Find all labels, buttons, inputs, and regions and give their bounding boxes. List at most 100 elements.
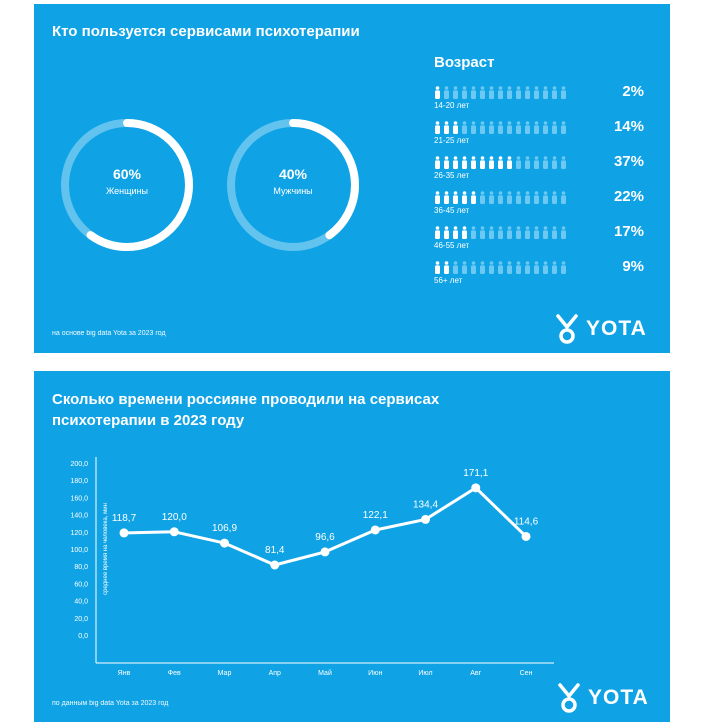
person-icon (516, 191, 521, 204)
person-icon (507, 226, 512, 239)
person-icon (489, 121, 494, 134)
women-percent: 60% (112, 166, 142, 182)
yota-logo-icon (558, 683, 580, 713)
person-icon (453, 191, 458, 204)
person-icon (453, 156, 458, 169)
x-tick-label: Сен (520, 670, 533, 677)
person-icon (462, 121, 467, 134)
age-range: 26-35 лет (434, 171, 470, 180)
panel-title: Кто пользуется сервисами психотерапии (52, 23, 360, 40)
data-point (220, 538, 229, 548)
time-panel: Сколько времени россияне проводили на се… (34, 371, 670, 722)
yota-logo: YOTA (558, 683, 649, 713)
x-tick-label: Апр (269, 670, 281, 677)
age-range: 36-45 лет (434, 206, 470, 215)
data-label: 81,4 (265, 545, 285, 556)
data-label: 96,6 (315, 532, 335, 543)
person-icon (471, 191, 476, 204)
person-icon (480, 156, 485, 169)
x-tick-label: Май (318, 669, 332, 677)
yota-logo: YOTA (556, 314, 647, 344)
x-tick-label: Фев (168, 670, 181, 677)
person-icon (507, 121, 512, 134)
person-icon (444, 261, 449, 274)
data-label: 171,1 (463, 468, 488, 479)
age-percent: 37% (613, 153, 644, 170)
person-icon (498, 261, 503, 274)
person-icon (552, 86, 557, 99)
footnote: на основе big data Yota за 2023 год (52, 330, 166, 337)
person-icon (543, 191, 548, 204)
person-icon (561, 226, 566, 239)
person-icon (480, 261, 485, 274)
person-icon (453, 86, 458, 99)
y-tick-label: 60,0 (74, 581, 88, 588)
age-row: 56+ лет 9% (434, 258, 644, 291)
person-icon (435, 226, 440, 239)
person-icon (534, 226, 539, 239)
person-icon (552, 261, 557, 274)
age-people-icons (434, 226, 567, 239)
data-point (270, 560, 280, 570)
age-percent: 9% (622, 258, 644, 275)
x-tick-label: Янв (118, 670, 131, 677)
person-icon (525, 121, 530, 134)
person-icon (507, 261, 512, 274)
age-people-icons (434, 86, 567, 99)
women-label: Женщины (105, 186, 149, 196)
person-icon (552, 191, 557, 204)
person-icon (444, 86, 449, 99)
chart-title-line2: психотерапии в 2023 году (52, 412, 245, 429)
person-icon (561, 191, 566, 204)
person-icon (453, 261, 458, 274)
data-point (320, 547, 330, 557)
person-icon (462, 86, 467, 99)
person-icon (543, 226, 548, 239)
person-icon (534, 86, 539, 99)
logo-text: YOTA (586, 317, 647, 340)
data-point (421, 514, 430, 524)
person-icon (435, 261, 440, 274)
data-label: 134,4 (413, 499, 438, 510)
person-icon (552, 156, 557, 169)
person-icon (525, 226, 530, 239)
age-range: 56+ лет (434, 276, 463, 285)
person-icon (507, 86, 512, 99)
person-icon (507, 156, 512, 169)
age-people-icons (434, 191, 567, 204)
women-donut: 60% Женщины (58, 116, 196, 254)
person-icon (462, 226, 467, 239)
age-percent: 17% (613, 223, 644, 240)
y-tick-label: 120,0 (70, 530, 88, 537)
age-row: 21-25 лет 14% (434, 118, 644, 151)
person-icon (444, 226, 449, 239)
person-icon (471, 86, 476, 99)
x-tick-label: Июн (368, 670, 382, 677)
person-icon (525, 261, 530, 274)
person-icon (453, 121, 458, 134)
person-icon (516, 261, 521, 274)
person-icon (498, 226, 503, 239)
y-tick-label: 100,0 (70, 547, 88, 554)
data-label: 118,7 (112, 513, 137, 524)
person-icon (552, 121, 557, 134)
y-tick-label: 160,0 (70, 495, 88, 502)
person-icon (435, 121, 440, 134)
logo-text: YOTA (588, 686, 649, 709)
person-icon (543, 86, 548, 99)
chart-title: Сколько времени россияне проводили на се… (52, 389, 439, 431)
age-percent: 2% (622, 83, 644, 100)
women-donut-ring (61, 119, 193, 251)
person-icon (489, 156, 494, 169)
person-icon (516, 226, 521, 239)
person-icon (444, 191, 449, 204)
y-axis-label: среднее время на человека, мин (103, 503, 109, 595)
age-range: 14-20 лет (434, 101, 470, 110)
y-tick-label: 80,0 (74, 564, 88, 571)
yota-logo-icon (556, 314, 578, 344)
y-tick-label: 180,0 (70, 478, 88, 485)
person-icon (480, 226, 485, 239)
person-icon (525, 156, 530, 169)
age-percent: 14% (613, 118, 644, 135)
data-point (471, 483, 481, 493)
